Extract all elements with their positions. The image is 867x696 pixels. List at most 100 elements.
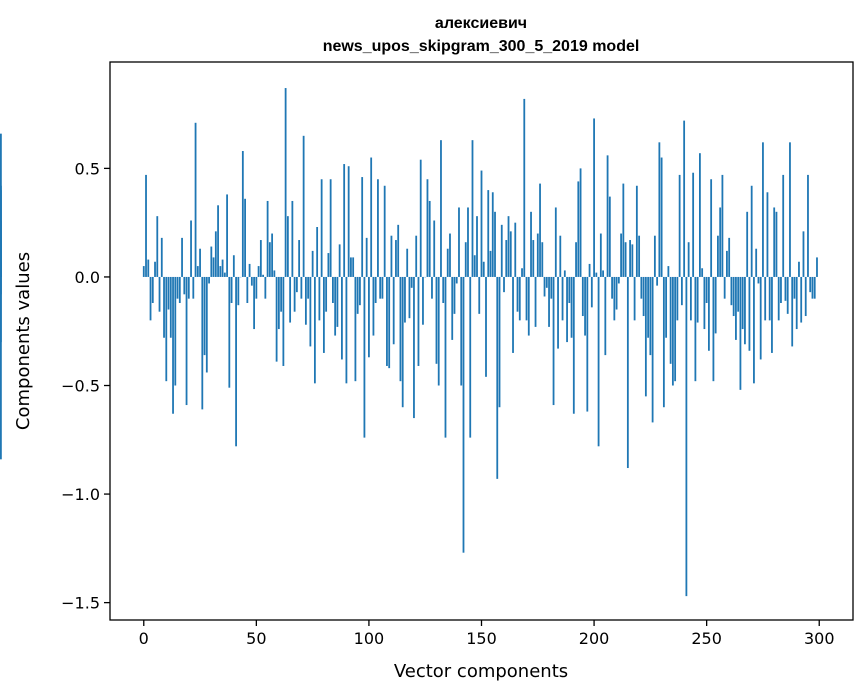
bar — [723, 276, 726, 299]
bar — [343, 164, 346, 277]
bar — [154, 261, 156, 277]
bar — [228, 276, 231, 388]
bar — [680, 276, 683, 306]
bar — [813, 276, 816, 299]
bar — [647, 276, 650, 338]
bar — [662, 276, 665, 408]
bar — [548, 276, 550, 327]
bar — [167, 276, 170, 310]
bar — [640, 276, 643, 299]
bar — [190, 220, 192, 277]
bar — [507, 216, 510, 277]
bar — [431, 276, 433, 299]
bar — [816, 257, 818, 277]
bar — [316, 227, 319, 277]
bar — [683, 120, 686, 277]
bar — [491, 192, 494, 277]
chart-subtitle: news_upos_skipgram_300_5_2019 model — [323, 38, 640, 55]
bar — [735, 276, 737, 340]
bar — [268, 242, 271, 277]
bar — [566, 276, 568, 343]
bar — [626, 276, 629, 469]
bar — [304, 276, 307, 325]
bar — [521, 268, 523, 277]
bar — [563, 270, 566, 277]
bar — [602, 270, 604, 277]
bar — [667, 266, 670, 277]
bar — [300, 276, 303, 299]
bar — [318, 276, 321, 321]
bar — [685, 276, 688, 597]
bar — [332, 276, 334, 303]
bar — [163, 276, 165, 338]
bar — [451, 276, 454, 340]
bar — [399, 276, 402, 382]
x-tick-label: 50 — [246, 629, 266, 648]
bar — [744, 276, 746, 345]
bar — [505, 240, 508, 277]
bar — [187, 276, 190, 299]
bar — [809, 276, 812, 293]
bar — [449, 233, 451, 277]
bar — [692, 172, 695, 277]
bar — [320, 179, 323, 277]
y-axis-ticks: −1.5 −1.0 −0.5 0.0 0.5 — [61, 159, 110, 613]
bar — [395, 240, 397, 277]
bar — [422, 276, 424, 325]
bar — [291, 200, 294, 277]
bar — [719, 207, 722, 277]
bar — [606, 155, 609, 277]
bar — [372, 276, 375, 336]
bar — [773, 207, 776, 277]
bar — [476, 216, 478, 277]
bar — [764, 276, 767, 321]
bar — [383, 185, 386, 277]
bar — [250, 276, 253, 286]
bar — [523, 98, 526, 277]
bar — [169, 276, 172, 338]
bar — [352, 257, 355, 277]
bar — [786, 276, 789, 314]
bar — [613, 276, 616, 321]
bar — [408, 276, 411, 319]
bar — [489, 250, 492, 277]
bar — [0, 133, 2, 277]
bar — [284, 88, 287, 277]
bar — [482, 261, 485, 277]
bar — [199, 248, 201, 277]
y-tick-label: 0.5 — [75, 159, 100, 178]
bar — [757, 276, 760, 284]
bar — [577, 181, 580, 277]
bar — [406, 248, 409, 277]
bar — [550, 276, 553, 299]
bar — [210, 246, 213, 277]
bar — [699, 153, 701, 277]
bar — [642, 276, 645, 317]
bar — [0, 237, 2, 277]
bar — [392, 276, 395, 345]
bar — [568, 276, 571, 303]
bar — [298, 240, 301, 277]
bar — [295, 276, 298, 293]
bar — [237, 276, 240, 306]
bar — [579, 168, 582, 277]
bar — [784, 276, 787, 301]
bar — [473, 255, 476, 277]
y-tick-label: −1.5 — [61, 594, 100, 613]
bar — [653, 235, 656, 277]
bar — [494, 211, 496, 277]
bar — [545, 276, 548, 288]
bar — [557, 276, 559, 349]
bar — [615, 276, 618, 310]
bar — [165, 276, 168, 382]
bar — [599, 233, 602, 277]
bar — [737, 276, 740, 312]
bar — [485, 276, 487, 377]
bar — [534, 276, 537, 327]
bar — [354, 276, 357, 382]
bar — [264, 276, 267, 299]
bar — [775, 211, 778, 277]
bar — [419, 159, 422, 277]
bar — [192, 276, 195, 299]
